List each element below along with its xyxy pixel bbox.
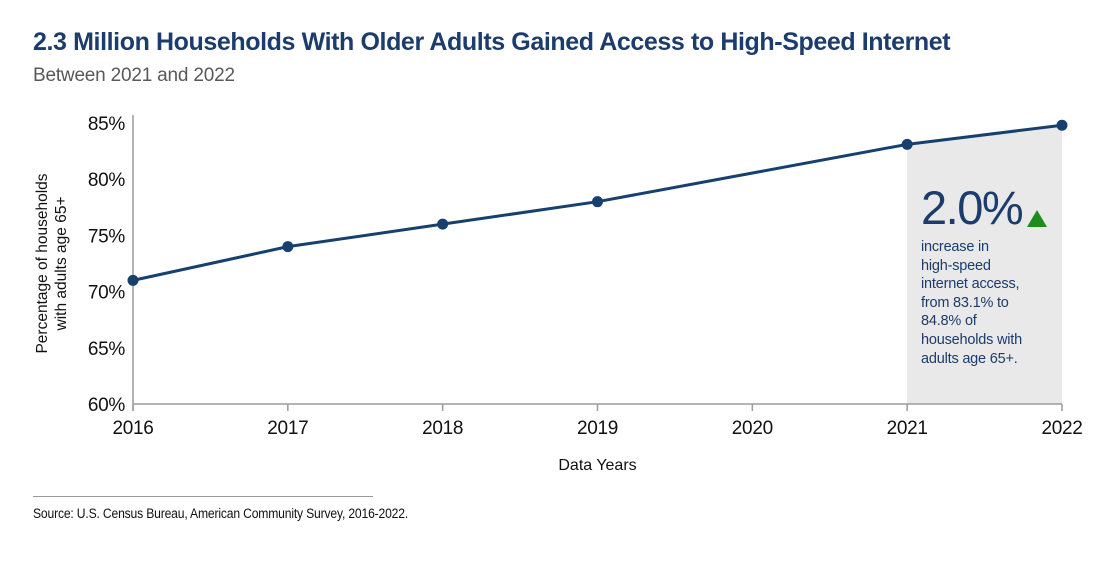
callout-text-line: internet access,	[921, 276, 1020, 293]
x-tick-label: 2021	[887, 418, 928, 439]
data-point	[437, 218, 449, 230]
data-point	[901, 138, 913, 150]
callout-value: 2.0%	[921, 181, 1024, 234]
y-tick-label: 75%	[88, 226, 126, 247]
data-point	[127, 274, 139, 286]
chart-title: 2.3 Million Households With Older Adults…	[33, 28, 951, 56]
x-tick-label: 2016	[112, 418, 153, 439]
y-axis-title: Percentage of households	[34, 173, 51, 353]
y-tick-label: 60%	[88, 395, 126, 416]
source-text: Source: U.S. Census Bureau, American Com…	[33, 506, 409, 521]
chart-subtitle: Between 2021 and 2022	[33, 65, 235, 86]
source-divider	[33, 496, 373, 497]
x-tick-label: 2017	[267, 418, 308, 439]
callout-text-line: increase in	[921, 239, 989, 255]
x-tick-label: 2018	[422, 418, 463, 439]
x-tick-label: 2019	[577, 418, 618, 439]
trend-line	[131, 123, 1064, 282]
y-axis-title: with adults age 65+	[53, 197, 70, 332]
data-point	[282, 241, 294, 253]
x-axis-title: Data Years	[558, 457, 636, 474]
up-triangle-icon	[1027, 210, 1048, 227]
callout-text-line: adults age 65+.	[921, 350, 1018, 367]
callout-text-line: from 83.1% to	[921, 294, 1009, 311]
y-tick-label: 65%	[88, 339, 126, 360]
source-note: Source: U.S. Census Bureau, American Com…	[33, 496, 450, 521]
callout-text-line: 84.8% of	[921, 313, 977, 330]
callout-annotation: 2.0% increase in high-speed internet acc…	[921, 184, 1053, 368]
x-tick-label: 2020	[732, 418, 773, 439]
chart-header: 2.3 Million Households With Older Adults…	[33, 28, 951, 87]
data-point	[1056, 119, 1068, 131]
y-tick-label: 70%	[88, 283, 126, 304]
callout-text-line: high-speed	[921, 257, 991, 274]
callout-value-row: 2.0%	[921, 184, 1053, 231]
highlight-band	[907, 125, 1062, 405]
callout-text-line: households with	[921, 331, 1022, 348]
y-tick-label: 80%	[88, 170, 126, 191]
x-tick-label: 2022	[1041, 418, 1082, 439]
data-point	[592, 196, 603, 208]
callout-text: increase in high-speed internet access, …	[921, 238, 1053, 368]
y-tick-label: 85%	[88, 114, 126, 135]
